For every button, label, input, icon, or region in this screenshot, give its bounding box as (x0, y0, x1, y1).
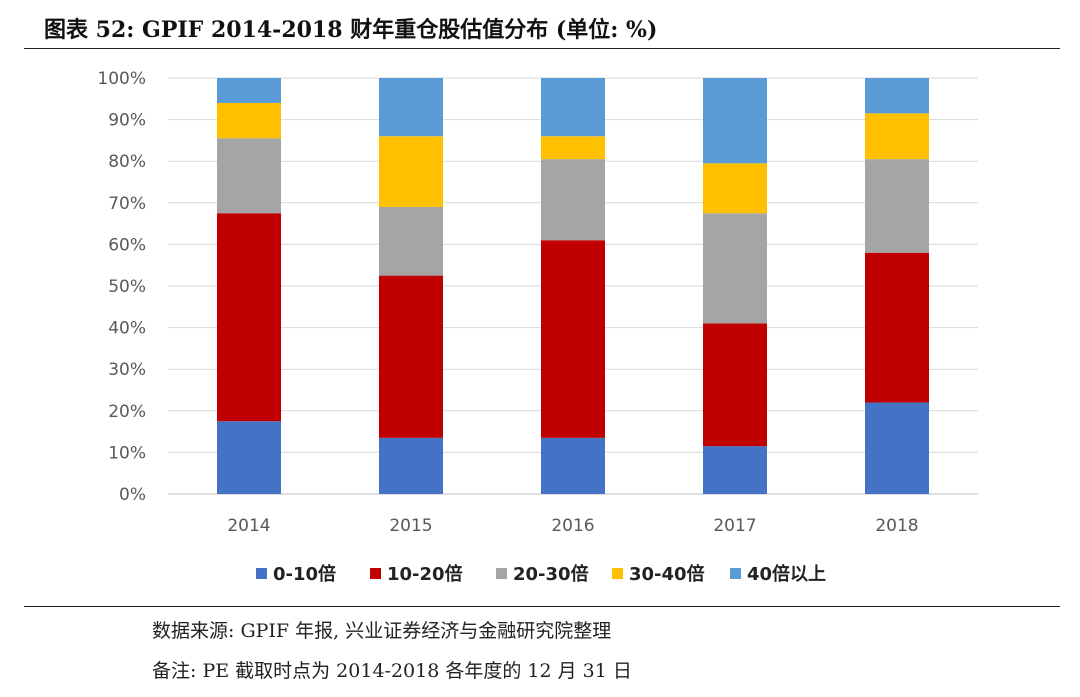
bar-segment (865, 113, 929, 160)
y-tick-label: 70% (108, 194, 146, 214)
y-tick-label: 20% (108, 402, 146, 422)
y-tick-label: 60% (108, 235, 146, 255)
bar-segment (541, 159, 605, 241)
legend-swatch (730, 568, 741, 579)
y-tick-label: 0% (119, 485, 146, 505)
legend-swatch (612, 568, 623, 579)
bar-segment (865, 252, 929, 403)
title-divider (24, 48, 1060, 49)
bar-segment (379, 206, 443, 276)
bar-segment (541, 136, 605, 160)
y-tick-label: 50% (108, 277, 146, 297)
bar-segment (379, 78, 443, 137)
bar-segment (541, 437, 605, 494)
x-tick-label: 2014 (227, 516, 270, 536)
footer-divider (24, 606, 1060, 607)
bar-segment (865, 78, 929, 114)
bar-segment (865, 159, 929, 253)
y-tick-label: 30% (108, 360, 146, 380)
remark-note: 备注: PE 截取时点为 2014-2018 各年度的 12 月 31 日 (152, 660, 632, 682)
legend: 0-10倍 10-20倍 20-30倍 30-40倍 40倍以上 (256, 563, 826, 585)
legend-label: 40倍以上 (747, 563, 826, 585)
legend-label: 0-10倍 (273, 563, 336, 585)
bar-segment (703, 446, 767, 494)
legend-label: 30-40倍 (629, 563, 705, 585)
bar-segment (379, 136, 443, 207)
legend-label: 10-20倍 (387, 563, 463, 585)
data-source-note: 数据来源: GPIF 年报, 兴业证券经济与金融研究院整理 (152, 620, 612, 642)
x-tick-label: 2017 (713, 516, 756, 536)
bar-segment (217, 213, 281, 422)
legend-swatch (370, 568, 381, 579)
legend-swatch (256, 568, 267, 579)
bar-segment (865, 402, 929, 494)
y-tick-label: 80% (108, 152, 146, 172)
bar-segment (217, 138, 281, 214)
legend-swatch (496, 568, 507, 579)
y-tick-label: 10% (108, 443, 146, 463)
bar-segment (703, 323, 767, 447)
bar-segment (703, 163, 767, 214)
legend-label: 20-30倍 (513, 563, 589, 585)
bar-segment (541, 78, 605, 137)
bar-segment (217, 78, 281, 103)
y-axis-labels: 0% 10% 20% 30% 40% 50% 60% 70% 80% 90% 100% (97, 69, 146, 505)
x-tick-label: 2018 (875, 516, 918, 536)
bar-segment (703, 78, 767, 164)
stacked-bar-chart: 0%10%20%30%40%50%60%70%80%90%100% 2014 20… (97, 69, 978, 585)
chart-title: 图表 52: GPIF 2014-2018 财年重仓股估值分布 (单位: %) (44, 17, 658, 43)
y-tick-label: 40% (108, 319, 146, 339)
bar-segment (541, 240, 605, 438)
y-tick-label: 100% (97, 69, 146, 89)
bars (217, 78, 929, 494)
x-tick-label: 2015 (389, 516, 432, 536)
bar-segment (217, 421, 281, 494)
bar-segment (217, 102, 281, 139)
x-axis-labels: 2014 2015 2016 2017 2018 (227, 516, 918, 536)
y-tick-label: 90% (108, 111, 146, 131)
x-tick-label: 2016 (551, 516, 594, 536)
bar-segment (379, 437, 443, 494)
bar-segment (379, 275, 443, 438)
bar-segment (703, 213, 767, 324)
